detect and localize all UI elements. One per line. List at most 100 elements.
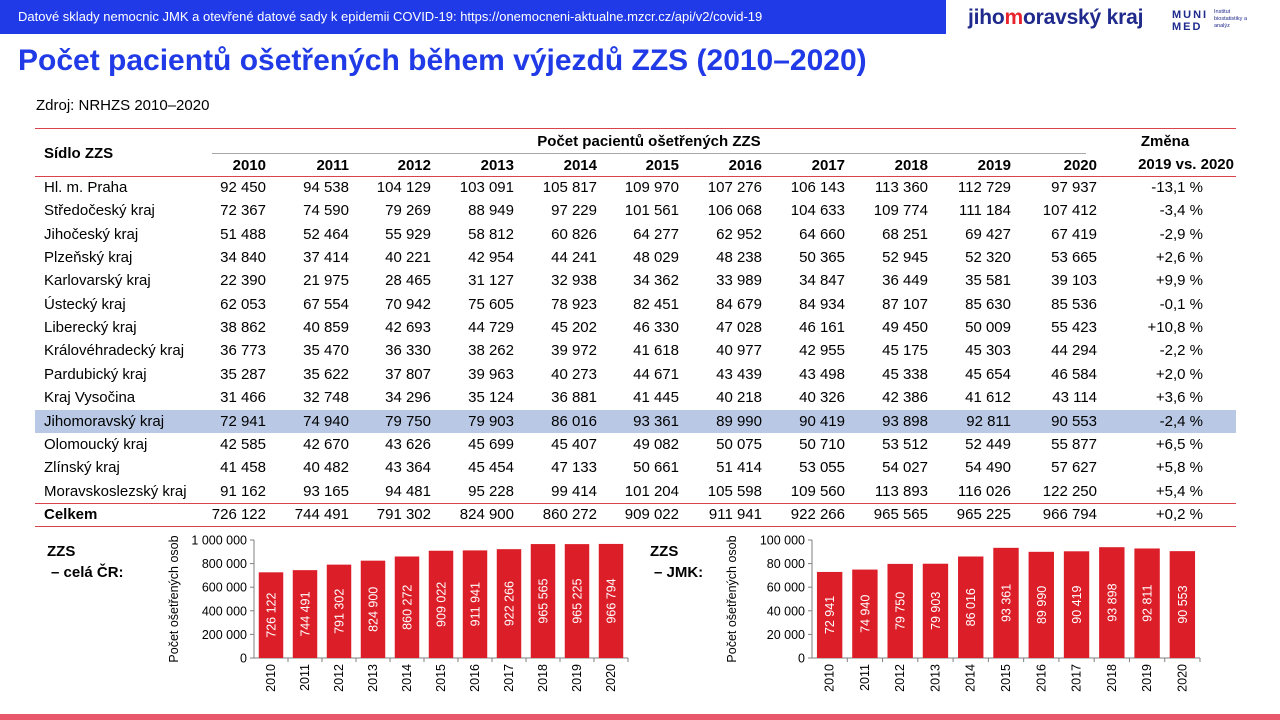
table-cell: 44 729 bbox=[468, 319, 514, 337]
x-tick-label: 2018 bbox=[536, 664, 550, 692]
bar-data-label: 90 419 bbox=[1070, 585, 1084, 623]
x-tick-label: 2016 bbox=[468, 664, 482, 692]
table-cell: 92 811 bbox=[966, 412, 1011, 430]
change-cell: -2,9 % bbox=[1159, 225, 1203, 243]
change-cell: +5,8 % bbox=[1155, 459, 1203, 477]
bar-data-label: 90 553 bbox=[1176, 585, 1190, 623]
bar-data-label: 86 016 bbox=[964, 588, 978, 626]
x-tick-label: 2012 bbox=[893, 664, 907, 692]
table-cell: 52 945 bbox=[882, 249, 928, 267]
row-region-label: Královéhradecký kraj bbox=[44, 342, 185, 360]
table-cell: 45 654 bbox=[965, 365, 1011, 383]
x-tick-label: 2011 bbox=[858, 664, 872, 691]
bar-data-label: 911 941 bbox=[469, 582, 483, 626]
table-cell: 53 665 bbox=[1051, 249, 1097, 267]
x-tick-label: 2020 bbox=[1175, 664, 1189, 692]
bar-data-label: 72 941 bbox=[823, 596, 837, 634]
x-tick-label: 2017 bbox=[1070, 664, 1084, 692]
table-cell: 36 449 bbox=[882, 272, 928, 290]
row-region-label: Olomoucký kraj bbox=[44, 435, 148, 453]
total-change-cell: +0,2 % bbox=[1155, 506, 1203, 523]
bar-chart-jmk-svg: 0 20 000 40 000 60 000 80 000 100 000 Počet oš… bbox=[725, 534, 1201, 692]
table-cell: 45 699 bbox=[468, 435, 514, 453]
muni-institute-text: Institut biostatistiky a analýz bbox=[1214, 9, 1248, 29]
table-bottom-rule bbox=[35, 526, 1236, 527]
y-tick-label: 400 000 bbox=[202, 604, 247, 618]
bar-data-label: 824 900 bbox=[367, 587, 381, 632]
table-cell: 44 241 bbox=[551, 249, 597, 267]
table-cell: 79 903 bbox=[468, 412, 514, 430]
table-cell: 41 445 bbox=[633, 389, 679, 407]
table-cell: 82 451 bbox=[633, 295, 679, 313]
year-column-header: 2011 bbox=[316, 157, 349, 174]
y-tick-label: 40 000 bbox=[767, 604, 805, 618]
bar-data-label: 93 361 bbox=[1000, 584, 1014, 622]
bar-2014 bbox=[394, 556, 420, 658]
table-cell: 46 330 bbox=[633, 319, 679, 337]
table-cell: 50 661 bbox=[633, 459, 679, 477]
bar-data-label: 860 272 bbox=[401, 585, 415, 630]
table-cell: 79 269 bbox=[385, 202, 431, 220]
bar-data-label: 79 903 bbox=[929, 592, 943, 630]
table-cell: 113 893 bbox=[874, 482, 928, 500]
table-cell: 109 774 bbox=[873, 202, 928, 220]
table-cell: 35 470 bbox=[303, 342, 349, 360]
table-cell: 87 107 bbox=[882, 295, 928, 313]
table-cell: 39 103 bbox=[1051, 272, 1097, 290]
table-cell: 60 826 bbox=[551, 225, 597, 243]
table-cell: 47 028 bbox=[716, 319, 762, 337]
table-cell: 57 627 bbox=[1051, 459, 1097, 477]
bar-2013 bbox=[922, 563, 949, 658]
table-cell: 84 679 bbox=[716, 295, 762, 313]
table-cell: 45 175 bbox=[882, 342, 928, 360]
table-cell: 42 954 bbox=[468, 249, 514, 267]
region-column-header: Sídlo ZZS bbox=[44, 145, 114, 162]
x-tick-label: 2016 bbox=[1034, 664, 1048, 692]
bar-2010 bbox=[816, 571, 843, 658]
table-cell: 90 419 bbox=[799, 412, 845, 430]
table-cell: 34 362 bbox=[633, 272, 679, 290]
table-cell: 39 972 bbox=[551, 342, 597, 360]
bar-2013 bbox=[360, 560, 386, 658]
table-cell: 97 937 bbox=[1051, 179, 1097, 196]
bar-2015 bbox=[428, 550, 454, 658]
table-cell: 48 238 bbox=[716, 249, 762, 267]
bar-2014 bbox=[958, 556, 984, 658]
table-cell: 72 941 bbox=[220, 412, 266, 430]
total-cell: 966 794 bbox=[1042, 506, 1097, 523]
table-cell: 55 877 bbox=[1051, 435, 1097, 453]
table-cell: 36 773 bbox=[220, 342, 266, 360]
table-cell: 79 750 bbox=[385, 412, 431, 430]
bar-2017 bbox=[1063, 551, 1090, 658]
muni-logo-bottom: MED bbox=[1172, 21, 1203, 33]
table-cell: 105 817 bbox=[542, 179, 597, 196]
total-cell: 726 122 bbox=[211, 506, 266, 523]
bar-data-label: 74 940 bbox=[858, 595, 872, 633]
table-cell: 40 273 bbox=[551, 365, 597, 383]
bar-2019 bbox=[564, 544, 590, 658]
table-cell: 48 029 bbox=[633, 249, 679, 267]
table-cell: 43 364 bbox=[385, 459, 431, 477]
table-cell: 45 202 bbox=[551, 319, 597, 337]
source-note: Zdroj: NRHZS 2010–2020 bbox=[36, 97, 210, 114]
y-axis-title: Počet ošetřených osob bbox=[167, 535, 181, 662]
table-cell: 89 990 bbox=[716, 412, 762, 430]
change-cell: -3,4 % bbox=[1159, 202, 1203, 220]
total-cell: 965 225 bbox=[956, 506, 1011, 523]
bar-2016 bbox=[462, 550, 488, 658]
change-cell: +6,5 % bbox=[1155, 435, 1203, 453]
table-cell: 105 598 bbox=[707, 482, 762, 500]
table-cell: 112 729 bbox=[957, 179, 1011, 196]
table-cell: 107 276 bbox=[707, 179, 762, 196]
total-cell: 824 900 bbox=[459, 506, 514, 523]
table-cell: 72 367 bbox=[220, 202, 266, 220]
table-cell: 75 605 bbox=[468, 295, 514, 313]
x-tick-label: 2013 bbox=[928, 664, 942, 692]
table-cell: 62 952 bbox=[716, 225, 762, 243]
y-tick-label: 600 000 bbox=[202, 581, 247, 595]
x-tick-label: 2013 bbox=[366, 664, 380, 692]
x-tick-label: 2011 bbox=[298, 664, 312, 691]
bar-2019 bbox=[1134, 548, 1160, 658]
bar-data-label: 79 750 bbox=[894, 592, 908, 630]
table-cell: 88 949 bbox=[468, 202, 514, 220]
